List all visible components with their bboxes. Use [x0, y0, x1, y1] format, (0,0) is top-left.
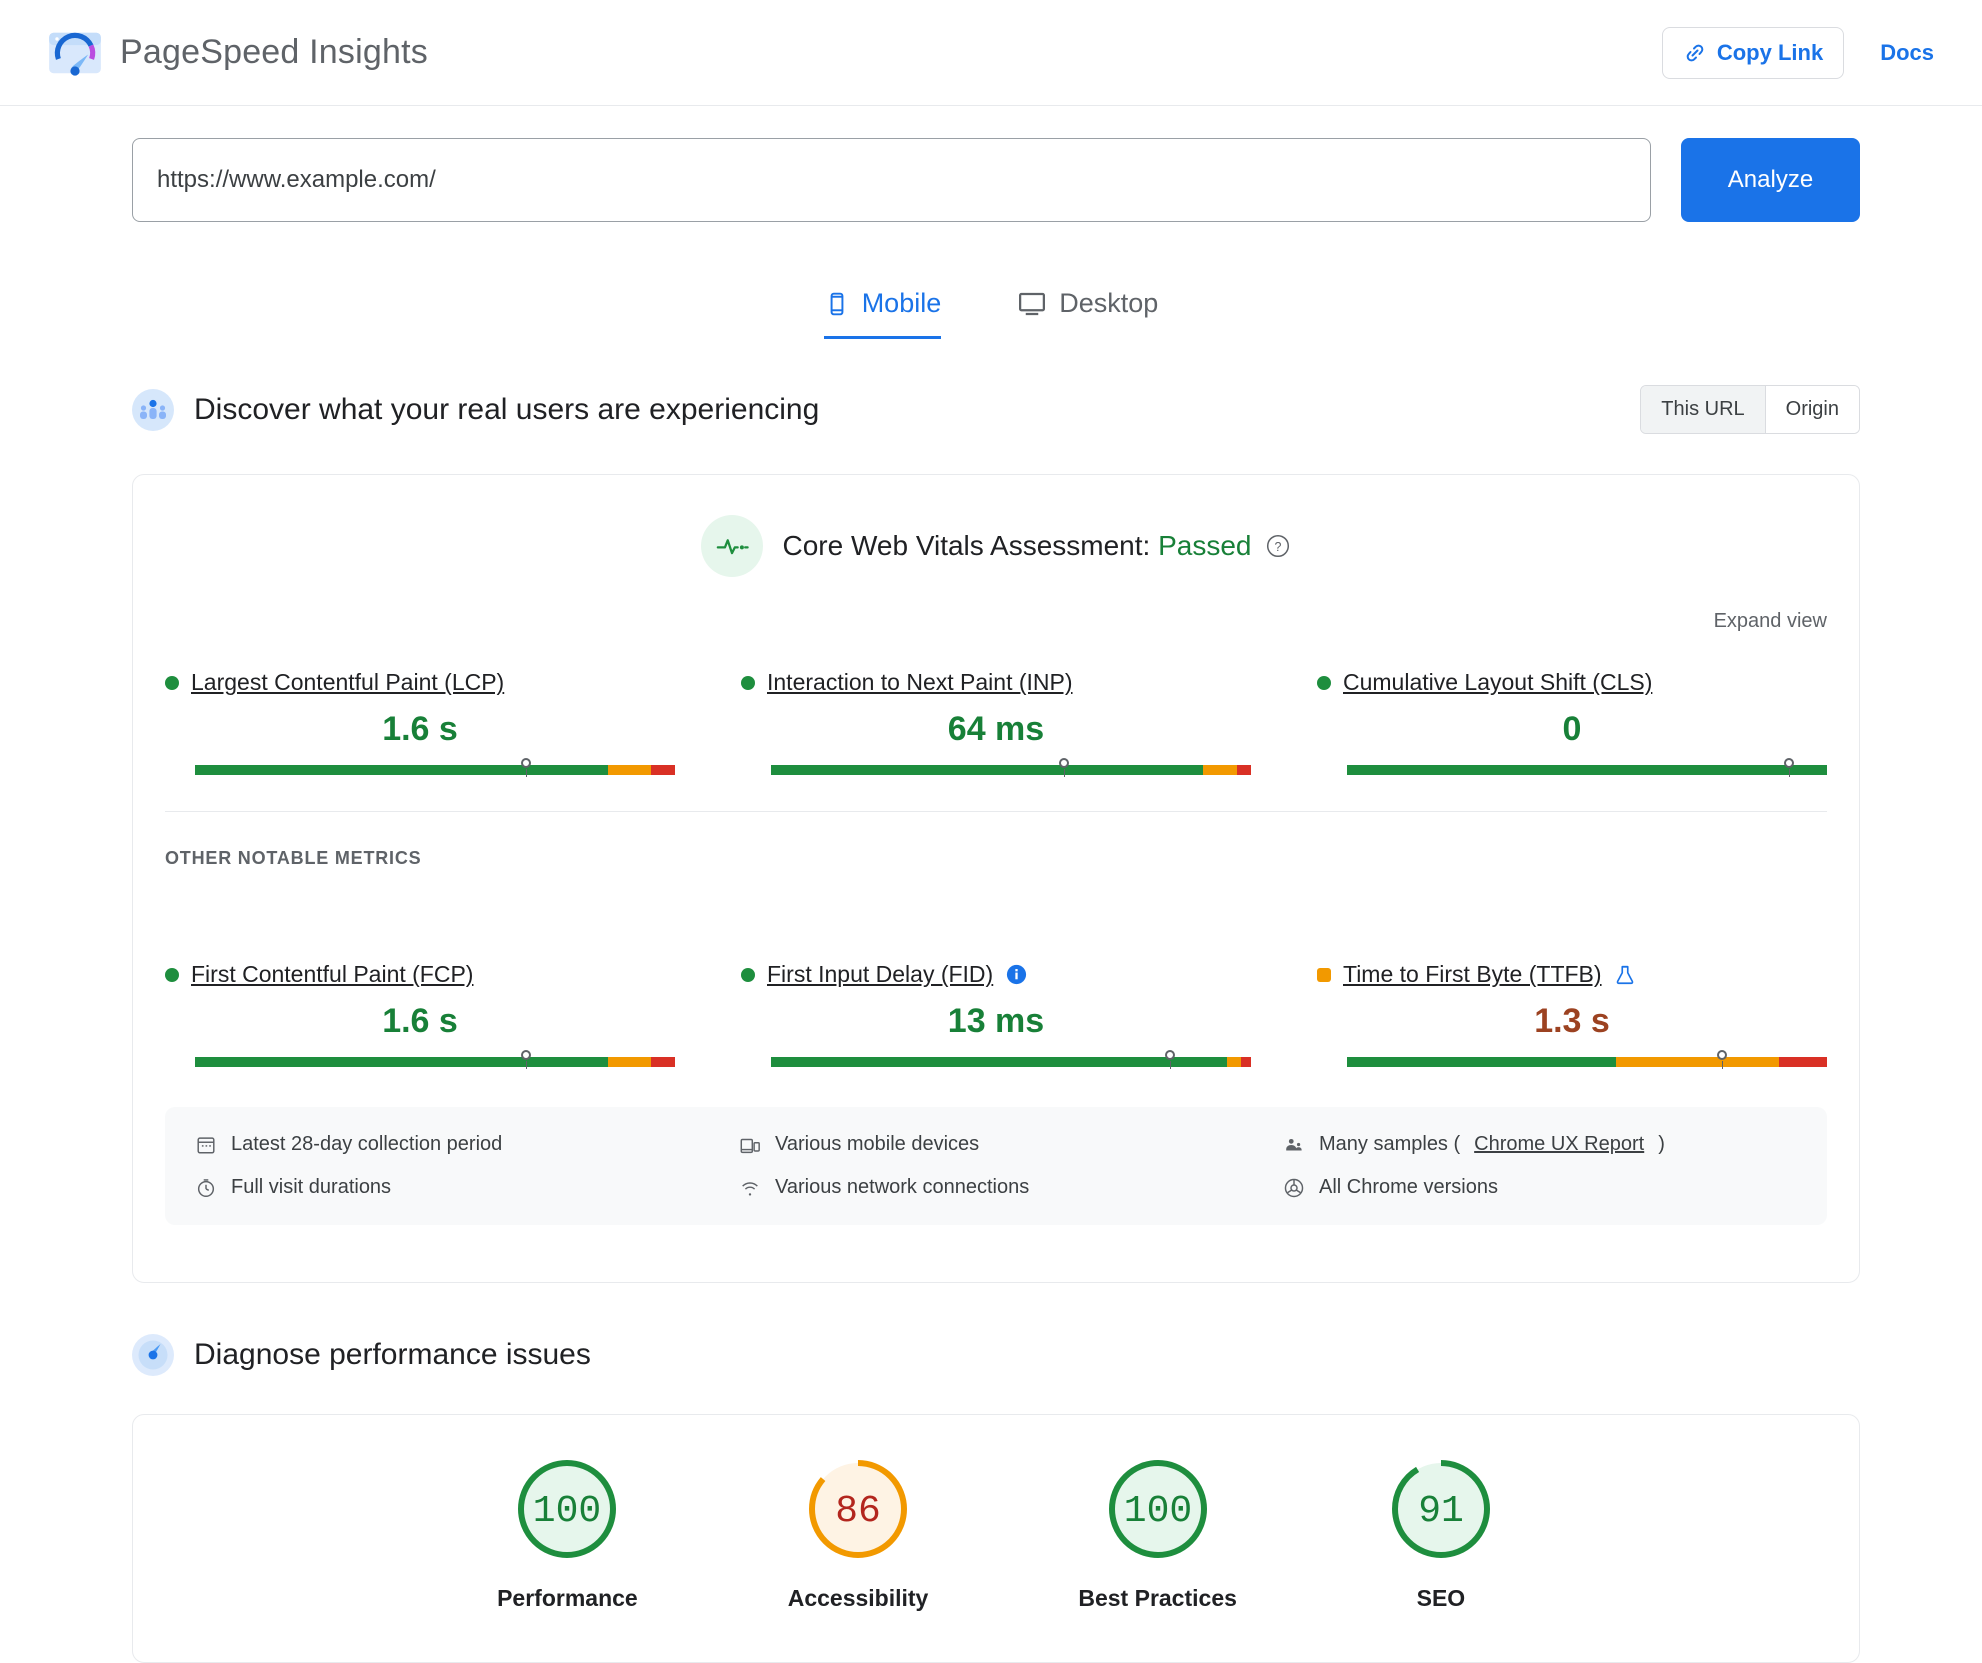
- svg-text:91: 91: [1418, 1490, 1464, 1533]
- svg-text:100: 100: [533, 1490, 601, 1533]
- svg-text:86: 86: [835, 1490, 881, 1533]
- svg-text:?: ?: [1275, 540, 1282, 554]
- svg-text:100: 100: [1123, 1490, 1191, 1533]
